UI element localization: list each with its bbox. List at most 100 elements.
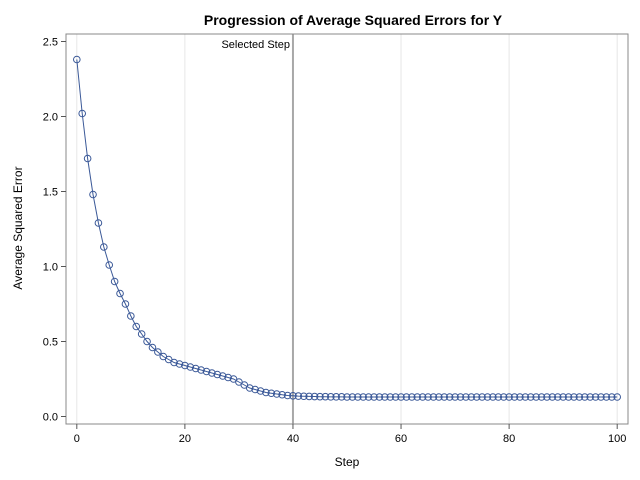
data-point <box>526 393 535 401</box>
data-point <box>132 322 141 331</box>
x-tick-label: 80 <box>503 433 515 445</box>
data-point <box>218 372 227 380</box>
gridlines <box>76 34 618 424</box>
data-point <box>553 393 562 401</box>
y-tick-label: 1.5 <box>43 187 58 199</box>
data-point <box>451 393 459 401</box>
data-point <box>202 367 211 376</box>
data-point <box>121 300 130 308</box>
data-point <box>148 343 157 352</box>
data-point <box>580 393 589 401</box>
data-point <box>435 393 443 401</box>
data-point <box>375 393 384 401</box>
data-point <box>597 393 605 401</box>
x-tick-label: 0 <box>74 433 80 445</box>
data-point <box>348 393 357 401</box>
data-point <box>83 154 92 163</box>
data-point <box>456 393 465 401</box>
data-point <box>494 393 503 401</box>
data-point <box>110 277 119 286</box>
data-point <box>181 361 189 370</box>
data-point <box>289 392 297 400</box>
reference-line-group: Selected Step <box>221 34 294 424</box>
x-tick-label: 20 <box>179 433 191 445</box>
series-group <box>73 55 621 401</box>
data-point <box>299 392 308 401</box>
data-point <box>607 393 616 401</box>
data-point <box>586 393 594 401</box>
data-point <box>354 393 362 401</box>
data-point <box>543 393 551 401</box>
y-axis: 0.0 0.5 1.0 1.5 2.0 2.5 <box>43 37 66 424</box>
data-point <box>143 337 151 346</box>
x-axis-title: Step <box>335 455 360 469</box>
data-point <box>440 393 449 401</box>
data-point <box>424 393 432 401</box>
data-point <box>245 384 254 392</box>
data-point <box>310 392 319 401</box>
plot-frame <box>65 33 629 425</box>
y-tick-label: 2.5 <box>43 37 58 49</box>
data-point <box>413 393 422 401</box>
x-tick-label: 40 <box>287 433 299 445</box>
data-point <box>570 393 578 401</box>
data-point <box>186 363 195 371</box>
data-point <box>408 393 416 401</box>
data-point <box>73 55 81 64</box>
y-tick-label: 1.0 <box>43 262 58 274</box>
data-point <box>278 390 286 399</box>
data-point <box>294 392 303 400</box>
data-point <box>505 393 513 401</box>
data-point <box>397 393 405 401</box>
data-point <box>575 393 584 401</box>
data-point <box>283 391 292 400</box>
data-point <box>532 393 540 401</box>
data-point <box>78 109 87 118</box>
data-point <box>499 393 508 401</box>
data-point <box>89 190 97 199</box>
data-point <box>483 393 492 401</box>
y-tick-label: 0.0 <box>43 412 58 424</box>
data-point <box>116 289 124 298</box>
data-point <box>391 393 400 401</box>
data-point <box>381 393 389 401</box>
data-point <box>521 393 530 401</box>
data-point <box>613 393 621 401</box>
data-point <box>478 393 486 401</box>
data-point <box>364 393 373 401</box>
data-point <box>262 388 270 397</box>
data-point <box>462 393 470 401</box>
data-point <box>472 393 481 401</box>
data-point <box>602 393 611 401</box>
data-point <box>137 330 146 338</box>
data-point <box>100 243 108 251</box>
data-point <box>251 385 259 394</box>
data-point <box>337 393 346 401</box>
data-point <box>213 370 222 379</box>
data-point <box>191 364 200 373</box>
data-point <box>94 219 103 227</box>
data-point <box>445 393 454 401</box>
data-point <box>208 369 216 377</box>
data-point <box>467 393 476 401</box>
data-point <box>548 393 557 401</box>
data-point <box>256 387 265 395</box>
data-point <box>154 348 162 356</box>
data-point <box>591 393 600 401</box>
data-point <box>332 393 340 401</box>
data-point <box>267 389 276 398</box>
series-line <box>76 59 618 398</box>
data-point <box>305 392 313 401</box>
data-point <box>272 390 281 398</box>
data-point <box>429 393 438 401</box>
data-point <box>343 393 351 401</box>
y-axis-title: Average Squared Error <box>11 166 25 289</box>
data-point <box>489 393 497 401</box>
data-point <box>175 360 184 368</box>
y-tick-label: 0.5 <box>43 337 58 349</box>
data-point <box>197 366 205 374</box>
x-axis: 0 20 40 60 80 100 <box>74 424 626 445</box>
data-point <box>316 392 324 401</box>
data-point <box>418 393 427 401</box>
